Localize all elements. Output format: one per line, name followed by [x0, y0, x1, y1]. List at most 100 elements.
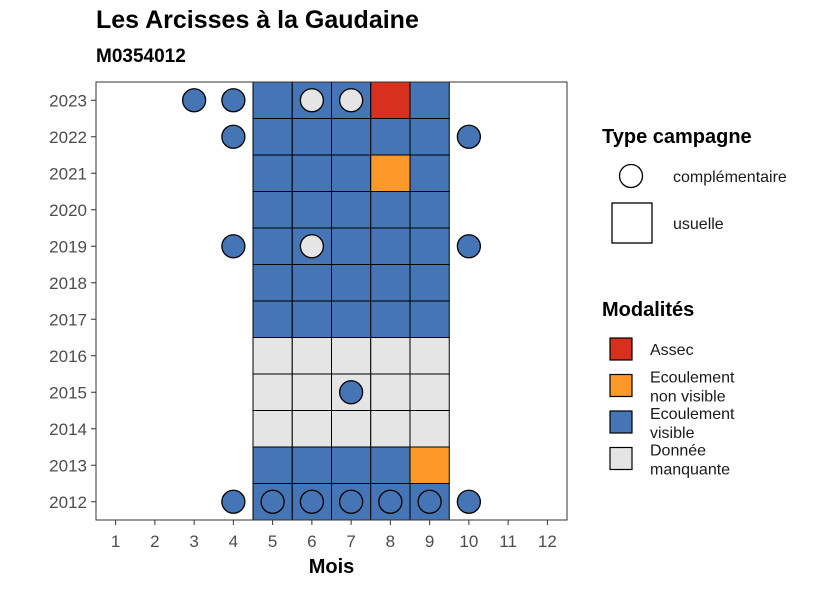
heatmap-tile	[409, 154, 450, 192]
heatmap-tile	[409, 191, 450, 229]
heatmap-tile	[252, 118, 293, 156]
x-tick-label: 6	[307, 532, 316, 551]
x-tick-label: 3	[189, 532, 198, 551]
heatmap-tile	[409, 227, 450, 265]
heatmap-tile	[331, 191, 372, 229]
x-tick-label: 1	[111, 532, 120, 551]
complementary-point	[221, 88, 246, 113]
legend-key-swatch	[609, 337, 633, 361]
heatmap-tile	[252, 337, 293, 375]
legend-label-usuelle: usuelle	[673, 216, 724, 233]
heatmap-tile	[331, 337, 372, 375]
x-tick-label: 5	[268, 532, 277, 551]
legend-label-modalite: visible	[650, 425, 695, 442]
heatmap-tile	[409, 410, 450, 448]
chart-subtitle: M0354012	[96, 46, 186, 67]
y-tick-label: 2021	[49, 164, 87, 183]
panel-border	[95, 81, 568, 521]
y-tick-label: 2016	[49, 347, 87, 366]
complementary-point	[338, 380, 364, 405]
heatmap-tile	[409, 373, 450, 411]
legend-label-modalite: non visible	[650, 389, 726, 406]
heatmap-tile	[370, 264, 411, 302]
heatmap-tile	[370, 446, 411, 484]
x-tick-label: 9	[425, 532, 434, 551]
legend-label-modalite: Ecoulement	[650, 370, 735, 387]
legend-label-complementaire: complémentaire	[673, 169, 787, 186]
heatmap-tile	[331, 410, 372, 448]
heatmap-tile	[291, 264, 332, 302]
complementary-point	[221, 234, 246, 259]
legend-key-swatch	[609, 373, 633, 398]
heatmap-tile	[370, 337, 411, 375]
heatmap-tile	[370, 118, 411, 156]
x-tick-label: 10	[459, 532, 478, 551]
heatmap-tile	[291, 337, 332, 375]
complementary-point	[378, 489, 403, 514]
legend-key-circle	[618, 163, 644, 189]
complementary-point	[338, 489, 364, 514]
heatmap-tile	[331, 446, 372, 484]
x-axis-title: Mois	[309, 556, 355, 578]
heatmap-tile	[409, 264, 450, 302]
heatmap-tile	[409, 300, 450, 338]
heatmap-tile	[291, 300, 332, 338]
heatmap-tile	[409, 118, 450, 156]
complementary-point	[299, 88, 325, 113]
heatmap-tile	[409, 81, 450, 119]
heatmap-tile	[331, 300, 372, 338]
heatmap-tile	[331, 154, 372, 192]
legend-key-swatch	[609, 446, 633, 471]
heatmap-tile	[370, 81, 411, 119]
heatmap-tile	[252, 446, 293, 484]
heatmap-tile	[331, 227, 372, 265]
legend-label-modalite: Assec	[650, 342, 694, 359]
complementary-point	[299, 234, 325, 259]
legend-title-modalites: Modalités	[602, 299, 694, 321]
legend-key-swatch	[609, 410, 633, 434]
heatmap-tile	[291, 154, 332, 192]
y-tick-label: 2014	[49, 420, 87, 439]
heatmap-tile	[370, 154, 411, 192]
legend-label-modalite: Ecoulement	[650, 406, 735, 423]
y-tick-label: 2019	[49, 237, 87, 256]
heatmap-tile	[252, 191, 293, 229]
complementary-point	[338, 88, 364, 113]
y-tick-label: 2012	[49, 493, 87, 512]
heatmap-tile	[370, 227, 411, 265]
heatmap-tile	[370, 410, 411, 448]
legend-key-square	[611, 202, 653, 244]
complementary-point	[260, 489, 285, 514]
y-tick-label: 2017	[49, 310, 87, 329]
heatmap-tile	[252, 373, 293, 411]
heatmap-tile	[252, 300, 293, 338]
heatmap-tile	[291, 373, 332, 411]
heatmap-tile	[370, 373, 411, 411]
x-tick-label: 11	[499, 532, 517, 551]
heatmap-tile	[291, 446, 332, 484]
x-tick-label: 4	[229, 532, 238, 551]
heatmap-tile	[331, 118, 372, 156]
heatmap-tile	[252, 264, 293, 302]
y-tick-label: 2022	[49, 128, 87, 147]
heatmap-tile	[291, 410, 332, 448]
heatmap-tile	[252, 154, 293, 192]
heatmap-tile	[291, 118, 332, 156]
legend-label-modalite: Donnée	[650, 443, 706, 460]
heatmap-tile	[409, 337, 450, 375]
legend-title-type: Type campagne	[602, 126, 752, 148]
heatmap-tile	[370, 191, 411, 229]
complementary-point	[221, 489, 246, 514]
complementary-point	[456, 124, 482, 149]
y-tick-label: 2015	[49, 383, 87, 402]
x-tick-label: 8	[386, 532, 395, 551]
heatmap-tile	[252, 410, 293, 448]
heatmap-tile	[370, 300, 411, 338]
x-tick-label: 2	[150, 532, 159, 551]
x-tick-label: 7	[346, 532, 355, 551]
heatmap-tile	[252, 81, 293, 119]
chart-title: Les Arcisses à la Gaudaine	[96, 6, 419, 34]
complementary-point	[456, 489, 482, 514]
x-tick-label: 12	[538, 532, 557, 551]
